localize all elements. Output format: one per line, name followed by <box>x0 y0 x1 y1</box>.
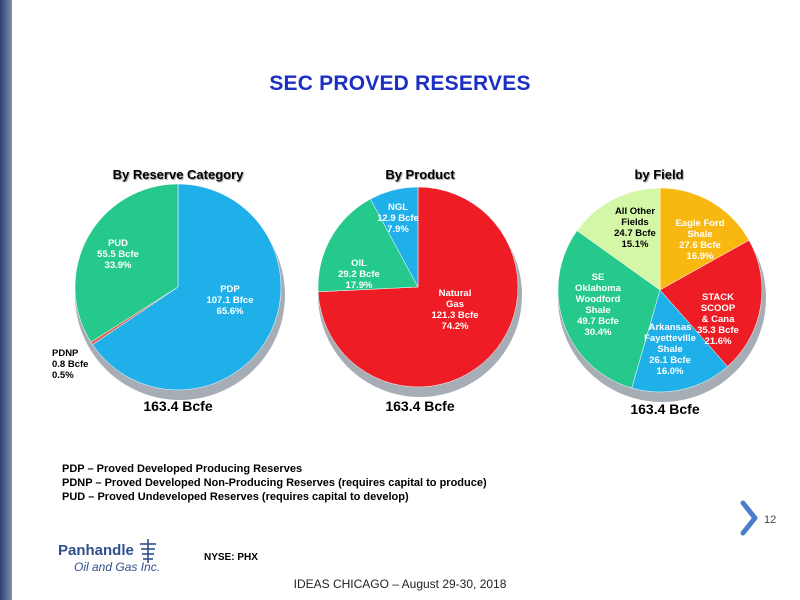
pie-slice-all-other-fields <box>576 187 661 291</box>
slice-label-arkansas-fayetteville-shale: Arkansas Fayetteville Shale 26.1 Bcfe 16.0% <box>644 322 696 377</box>
logo-name: Panhandle <box>58 542 134 559</box>
legend-line-pdnp: PDNP – Proved Developed Non-Producing Re… <box>62 477 487 489</box>
page-number: 12 <box>764 514 777 526</box>
slice-label-all-other-fields: All Other Fields 24.7 Bcfe 15.1% <box>614 206 656 250</box>
pie-chart-field: Eagle Ford Shale 27.6 Bcfe 16.9% STACK SCOOP &… <box>557 187 766 402</box>
company-logo: Panhandle Oil and Gas Inc. NYSE: PHX <box>58 538 258 582</box>
abbreviation-legend: PDP – Proved Developed Producing Reserve… <box>62 462 487 504</box>
pie-slice-pdp <box>92 183 282 391</box>
slice-label-oil: OIL 29.2 Bcfe 17.9% <box>338 258 380 291</box>
left-accent-bar <box>0 0 12 600</box>
slice-label-ngl: NGL 12.9 Bcfe 7.9% <box>377 202 419 235</box>
pie-slice-oil <box>317 198 419 293</box>
chart-total-field: 163.4 Bcfe <box>630 401 700 417</box>
slice-label-stack-scoop-cana: STACK SCOOP & Cana 35.3 Bcfe 21.6% <box>697 292 739 347</box>
chart-title-reserve-category: By Reserve Category <box>112 167 244 182</box>
slice-label-eagle-ford-shale: Eagle Ford Shale 27.6 Bcfe 16.9% <box>675 218 724 262</box>
logo-ticker: NYSE: PHX <box>204 552 258 563</box>
slice-label-pud: PUD 55.5 Bcfe 33.9% <box>97 238 139 271</box>
pie-slice-pud <box>74 183 179 343</box>
pie-slice-stack-scoop-cana <box>659 239 763 367</box>
footer-event: IDEAS CHICAGO – August 29-30, 2018 <box>293 577 507 591</box>
slice-label-natural-gas: Natural Gas 121.3 Bcfe 74.2% <box>431 288 478 332</box>
chart-total-reserve-category: 163.4 Bcfe <box>143 398 213 414</box>
chart-title-field: by Field <box>634 167 684 182</box>
slide-title: SEC PROVED RESERVES <box>269 72 531 95</box>
next-chevron-icon[interactable] <box>740 500 760 536</box>
pie-slice-arkansas-fayetteville-shale <box>631 289 728 393</box>
legend-line-pdp: PDP – Proved Developed Producing Reserve… <box>62 463 303 475</box>
derrick-icon <box>140 539 156 563</box>
slice-label-se-oklahoma-woodford-shale: SE Oklahoma Woodford Shale 49.7 Bcfe 30.4% <box>575 272 622 338</box>
pie-chart-product: Natural Gas 121.3 Bcfe 74.2% OIL 29.2 Bcfe 17.… <box>317 186 522 397</box>
slice-label-pdp: PDP 107.1 Bfce 65.6% <box>206 284 253 317</box>
pie-chart-reserve-category: PDP 107.1 Bfce 65.6% PDNP 0.8 Bcfe 0.5% PUD 55.… <box>52 183 285 400</box>
pie-slice-se-oklahoma-woodford-shale <box>557 230 661 389</box>
legend-line-pud: PUD – Proved Undeveloped Reserves (requi… <box>62 491 409 503</box>
logo-subtitle: Oil and Gas Inc. <box>74 560 161 574</box>
pie-slice-eagle-ford-shale <box>659 187 750 291</box>
chart-total-product: 163.4 Bcfe <box>385 398 455 414</box>
chart-title-product: By Product <box>385 167 455 182</box>
pie-slice-ngl <box>370 186 419 288</box>
slice-label-pdnp: PDNP 0.8 Bcfe 0.5% <box>52 348 88 381</box>
